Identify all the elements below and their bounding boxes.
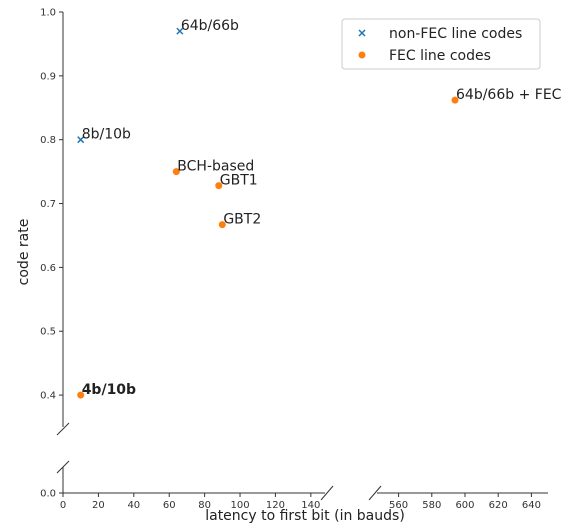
x-tick-label: 0: [60, 500, 66, 511]
data-point-circle: [215, 182, 223, 190]
data-points: [77, 27, 459, 399]
x-marker-stroke: [176, 27, 184, 35]
x-axis-title: latency to first bit (in bauds): [205, 508, 405, 524]
x-tick-label: 40: [127, 500, 140, 511]
point-label: 4b/10b: [82, 382, 136, 398]
point-label: 64b/66b + FEC: [456, 87, 562, 103]
point-label: GBT2: [223, 212, 261, 228]
x-tick-label: 80: [198, 500, 211, 511]
legend-box: [341, 18, 541, 70]
point-label: 64b/66b: [181, 18, 239, 34]
data-point-circle: [77, 391, 85, 399]
legend-label: non-FEC line codes: [389, 26, 522, 42]
y-tick-label: 0.7: [40, 199, 56, 210]
legend: non-FEC line codes FEC line codes: [341, 18, 541, 70]
y-tick-label: 0.8: [40, 135, 56, 146]
y-tick-label: 0.4: [40, 391, 56, 402]
x-tick-label: 560: [389, 500, 408, 511]
x-tick-label: 600: [455, 500, 474, 511]
y-tick-label: 0.6: [40, 263, 56, 274]
y-axis-break-mark: [56, 422, 70, 436]
y-tick-label: 1.0: [40, 8, 56, 19]
x-tick-label: 100: [230, 500, 249, 511]
data-point-x: [77, 136, 85, 144]
point-label: GBT1: [220, 173, 258, 189]
y-axis-title: code rate: [16, 219, 32, 286]
data-point-x: [176, 27, 184, 35]
x-axis-break-mark: [368, 485, 382, 501]
legend-marker-x: [358, 29, 366, 37]
x-marker-stroke: [77, 136, 85, 144]
x-tick-label: 140: [301, 500, 320, 511]
legend-label: FEC line codes: [389, 48, 491, 64]
x-axis-break-mark: [320, 485, 334, 501]
y-tick-label: 0.9: [40, 71, 56, 82]
data-point-circle: [218, 221, 226, 229]
x-tick-label: 640: [522, 500, 541, 511]
data-point-circle: [451, 96, 459, 104]
y-tick-label: 0.0: [40, 489, 56, 500]
data-point-circle: [172, 168, 180, 176]
x-tick-label: 620: [489, 500, 508, 511]
legend-marker-circle: [358, 51, 366, 59]
axes: [56, 12, 548, 501]
x-tick-label: 20: [92, 500, 105, 511]
x-tick-label: 580: [422, 500, 441, 511]
ticks: 0.4 0.5 0.6 0.7 0.8 0.9 1.0 0.0 0 20 40 60 80 100 120 1…: [40, 8, 541, 512]
x-marker-stroke: [358, 29, 366, 37]
point-label: 8b/10b: [82, 127, 131, 143]
x-tick-label: 60: [163, 500, 176, 511]
point-label: BCH-based: [177, 159, 254, 175]
y-tick-label: 0.5: [40, 327, 56, 338]
x-tick-label: 120: [266, 500, 285, 511]
y-axis-break-mark: [56, 460, 70, 474]
